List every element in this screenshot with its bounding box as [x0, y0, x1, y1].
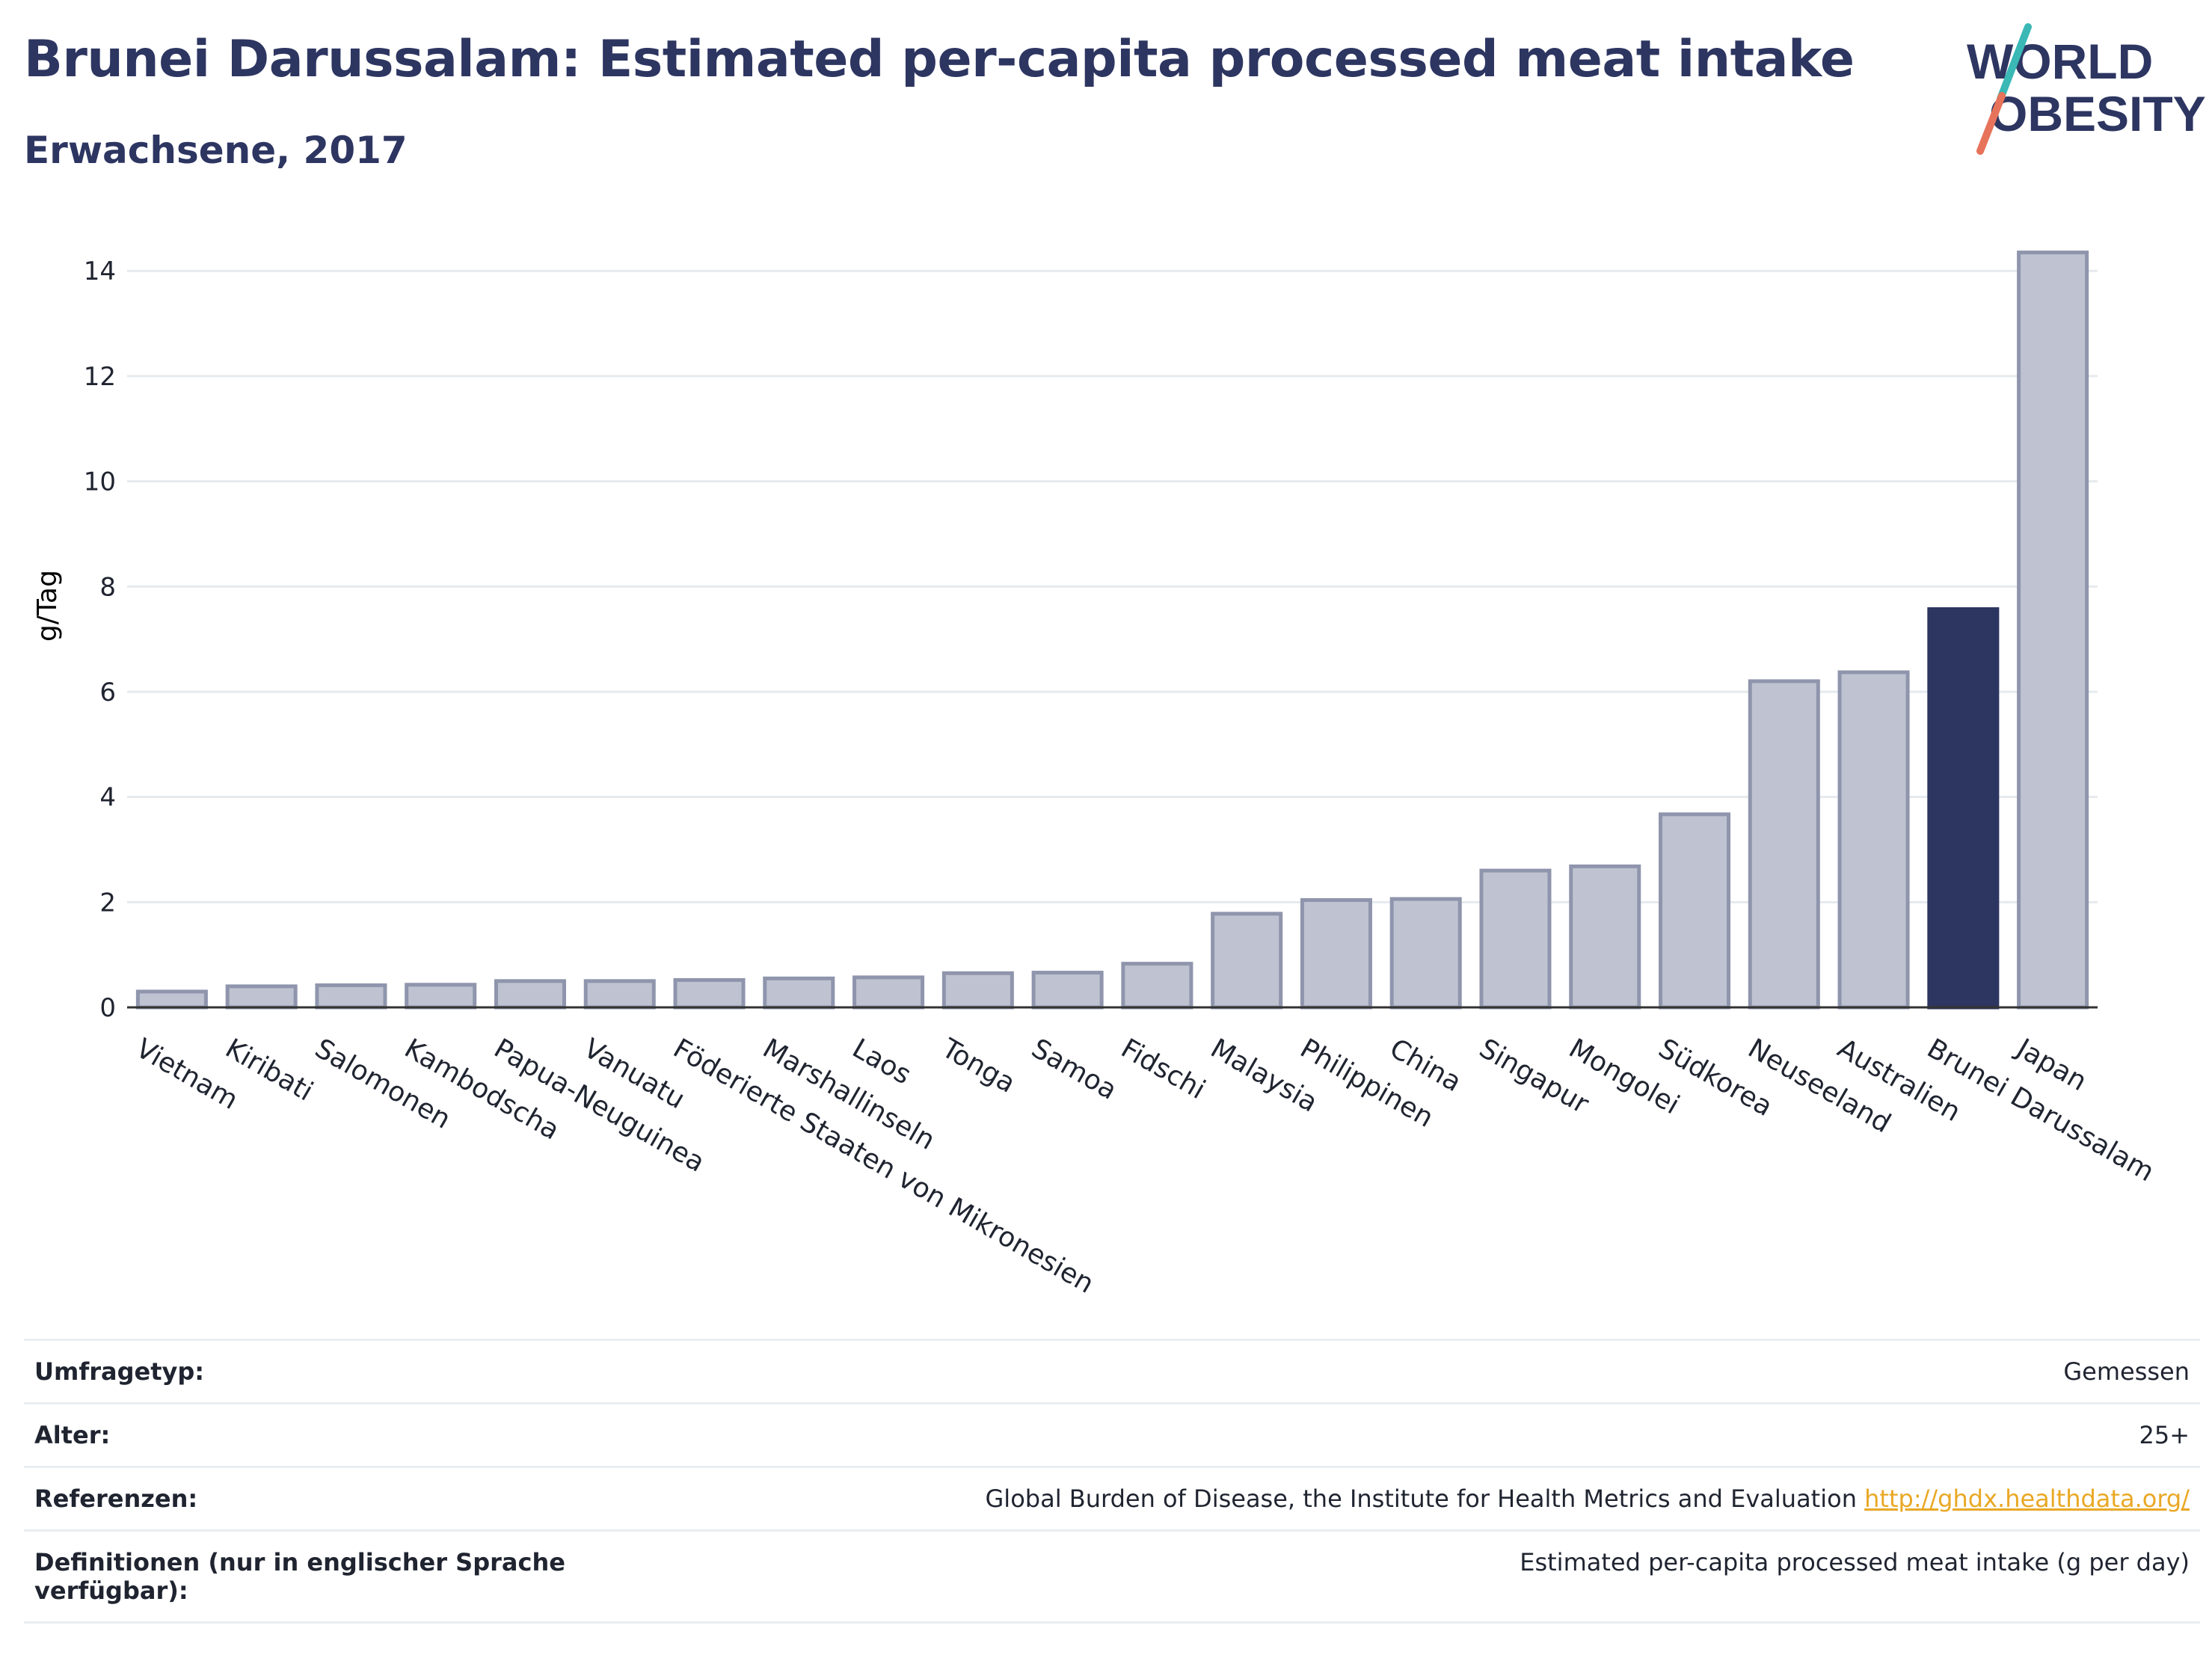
- x-tick-label: Fidschi: [1116, 1033, 1210, 1105]
- bar-vietnam: [135, 989, 208, 1010]
- info-row: Definitionen (nur in englischer Sprache …: [24, 1529, 2200, 1624]
- bar-tonga: [941, 971, 1014, 1010]
- info-row: Alter: 25+: [24, 1402, 2200, 1467]
- info-label: Alter:: [24, 1402, 583, 1467]
- x-tick-label: Samoa: [1026, 1033, 1122, 1106]
- bar-neuseeland: [1748, 679, 1820, 1010]
- x-tick-labels: VietnamKiribatiSalomonenKambodschaPapua-…: [131, 1032, 2160, 1299]
- bar-laos: [852, 975, 925, 1010]
- world-obesity-logo: WORLD OBESITY: [1967, 23, 2206, 155]
- bar-brunei-darussalam: [1927, 607, 2000, 1010]
- info-value-text: Estimated per-capita processed meat inta…: [1520, 1548, 2190, 1576]
- info-row: Referenzen: Global Burden of Disease, the…: [24, 1466, 2200, 1531]
- y-axis-label: g/Tag: [32, 570, 63, 642]
- info-label: Referenzen:: [24, 1466, 583, 1531]
- x-tick-label: Vietnam: [131, 1033, 243, 1116]
- y-tick-label: 14: [84, 257, 116, 286]
- chart-subtitle: Erwachsene, 2017: [24, 129, 408, 172]
- x-tick-label: Tonga: [936, 1033, 1021, 1099]
- bar-papua-neuguinea: [494, 979, 566, 1010]
- bar-f-derierte-staaten-von-mikronesien: [673, 977, 746, 1010]
- bar-salomonen: [315, 983, 387, 1010]
- logo-slash-teal: [1997, 23, 2032, 102]
- logo-word-world: WORLD: [1967, 34, 2153, 89]
- reference-link[interactable]: http://ghdx.healthdata.org/: [1864, 1484, 2190, 1513]
- bar-singapur: [1479, 868, 1552, 1010]
- bar-fidschi: [1121, 962, 1193, 1010]
- y-tick-label: 8: [99, 572, 116, 602]
- info-table: Umfragetyp: Gemessen Alter: 25+ Referenzen: G…: [24, 1339, 2200, 1624]
- bars: [135, 251, 2089, 1010]
- y-tick-label: 0: [99, 993, 116, 1023]
- info-value-text: Global Burden of Disease, the Institute …: [985, 1484, 1857, 1513]
- y-tick-label: 6: [99, 678, 116, 707]
- bar-vanuatu: [583, 979, 656, 1010]
- bar-samoa: [1031, 971, 1104, 1010]
- info-value: Gemessen: [583, 1339, 2200, 1404]
- info-row: Umfragetyp: Gemessen: [24, 1339, 2200, 1404]
- info-value: 25+: [583, 1402, 2200, 1467]
- bar-kiribati: [225, 984, 298, 1010]
- bar-japan: [2017, 251, 2089, 1010]
- y-tick-label: 2: [99, 888, 116, 918]
- bar-mongolei: [1569, 864, 1641, 1010]
- info-label: Umfragetyp:: [24, 1339, 583, 1404]
- y-tick-label: 12: [84, 362, 116, 392]
- y-tick-label: 10: [84, 467, 116, 497]
- y-tick-labels: 0 2 4 6 8 10 12 14: [84, 257, 116, 1023]
- info-label: Definitionen (nur in englischer Sprache …: [24, 1529, 583, 1624]
- chart-title: Brunei Darussalam: Estimated per-capita …: [24, 30, 1855, 89]
- logo-word-obesity: OBESITY: [1989, 86, 2206, 141]
- info-value-text: 25+: [2139, 1421, 2190, 1449]
- info-value: Global Burden of Disease, the Institute …: [583, 1466, 2200, 1531]
- bar-chart: 0 2 4 6 8 10 12 14 VietnamKiribatiSalomonenKamb…: [32, 251, 2160, 1300]
- bar-china: [1389, 897, 1462, 1010]
- info-value: Estimated per-capita processed meat inta…: [583, 1529, 2200, 1624]
- bar-malaysia: [1211, 912, 1283, 1010]
- bar-philippinen: [1300, 898, 1372, 1010]
- bar-australien: [1837, 670, 1910, 1010]
- bar-marshallinseln: [763, 976, 835, 1010]
- y-tick-label: 4: [99, 783, 116, 813]
- bar-s-dkorea: [1659, 812, 1731, 1010]
- bar-kambodscha: [405, 983, 477, 1010]
- logo-slash-coral: [1976, 92, 2006, 155]
- info-value-text: Gemessen: [2063, 1357, 2190, 1386]
